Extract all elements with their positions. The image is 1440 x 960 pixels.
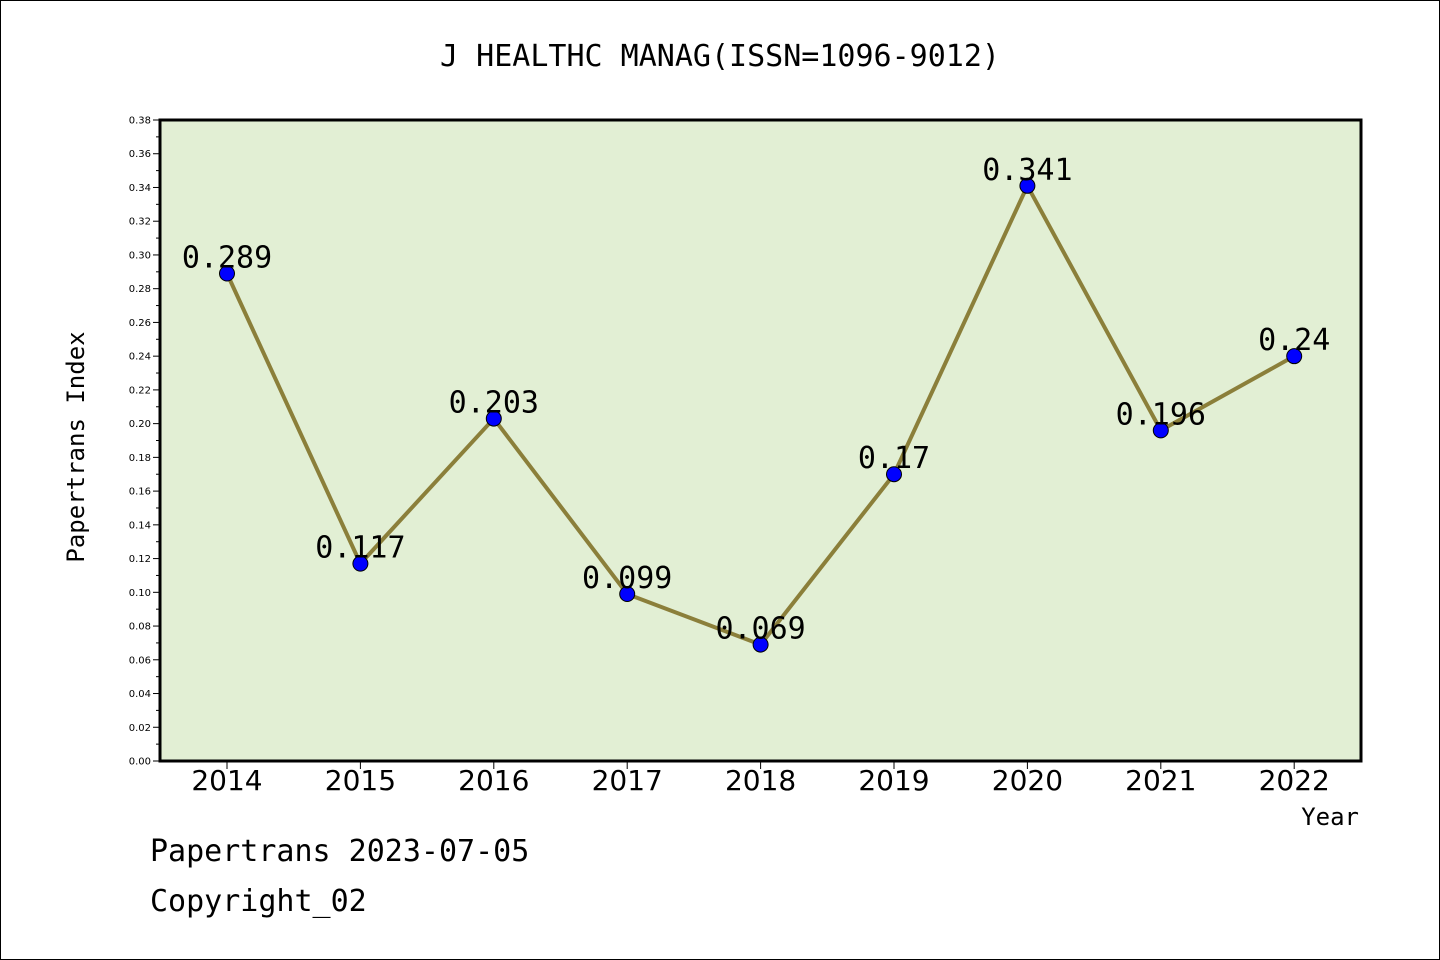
y-tick-label: 0.02 [129,723,151,734]
data-point [1152,422,1169,439]
x-tick-label: 2021 [1125,764,1196,797]
x-axis-label: Year [1301,803,1359,831]
chart-title: J HEALTHC MANAG(ISSN=1096-9012) [440,39,1000,74]
y-tick-label: 0.12 [129,554,151,565]
y-tick-label: 0.08 [129,622,151,633]
data-label: 0.203 [449,386,539,421]
y-axis-label: Papertrans Index [62,331,90,562]
x-tick-label: 2015 [325,764,396,797]
y-tick-label: 0.18 [129,453,151,464]
x-tick-label: 2022 [1259,764,1330,797]
x-tick-label: 2017 [592,764,663,797]
y-tick-label: 0.28 [129,284,151,295]
y-tick-label: 0.00 [129,757,151,768]
data-label: 0.341 [982,153,1072,188]
data-point [752,636,769,653]
data-point [619,586,636,603]
x-axis: 2014 2015 2016 2017 2018 2019 2020 2021 2022 [191,761,1330,797]
data-point [1286,348,1303,365]
y-tick-label: 0.22 [129,385,151,396]
x-tick-label: 2016 [458,764,529,797]
y-tick-label: 0.16 [129,487,151,498]
x-tick-label: 2019 [858,764,929,797]
data-label: 0.289 [182,241,272,276]
data-label: 0.24 [1258,323,1330,358]
data-point [219,265,235,282]
data-label: 0.17 [858,441,930,476]
y-tick-label: 0.24 [129,352,151,363]
x-tick-label: 2014 [191,764,262,797]
data-label: 0.117 [315,531,405,566]
y-tick-label: 0.06 [129,655,151,666]
data-point [886,466,902,483]
footer-copyright: Copyright_02 [150,884,367,919]
plot-area [158,118,1363,763]
data-point [1019,177,1036,194]
footer-date: Papertrans 2023-07-05 [150,834,530,869]
data-point [485,410,502,427]
y-tick-label: 0.04 [129,689,151,700]
y-tick-label: 0.38 [129,116,151,127]
y-tick-label: 0.26 [129,318,151,329]
data-labels: 0.289 0.117 0.203 0.099 0.069 0.17 0.341 0.196 0… [182,153,1330,647]
series-markers [219,177,1303,653]
data-point [352,555,369,572]
data-label: 0.196 [1116,397,1206,432]
y-tick-label: 0.36 [129,149,151,160]
data-label: 0.099 [582,561,672,596]
y-tick-label: 0.14 [129,520,151,531]
y-tick-label: 0.34 [129,183,151,194]
x-tick-label: 2020 [992,764,1063,797]
y-tick-label: 0.20 [129,419,151,430]
x-tick-label: 2018 [725,764,796,797]
data-label: 0.069 [715,612,805,647]
y-tick-label: 0.32 [129,217,151,228]
y-axis: 0.00 0.02 0.04 0.06 0.08 0.10 0.12 0.14 0.16 0.18… [129,116,160,768]
y-tick-label: 0.30 [129,250,151,261]
y-tick-label: 0.10 [129,588,151,599]
